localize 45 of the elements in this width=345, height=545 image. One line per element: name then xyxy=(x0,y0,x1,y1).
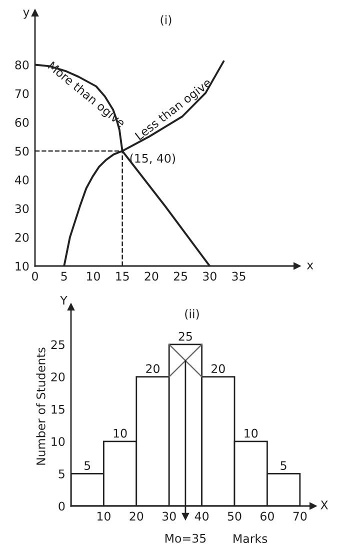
data-label: 10 xyxy=(114,428,127,438)
x-axis-title: x xyxy=(306,262,314,270)
y-tick-label: 80 xyxy=(15,60,29,70)
data-label: 25 xyxy=(178,332,192,341)
y-tick-label: 40 xyxy=(15,175,29,184)
y-axis-title: y xyxy=(23,10,30,19)
chart-title: (ii) xyxy=(185,309,199,320)
x-tick-label: 25 xyxy=(174,272,188,281)
data-label: 5 xyxy=(280,461,286,470)
x-tick-label: 40 xyxy=(194,512,209,521)
x-tick-label: 60 xyxy=(260,512,274,521)
y-tick-label: 50 xyxy=(15,146,29,156)
y-tick-label: 5 xyxy=(58,470,64,478)
x-tick-label: 15 xyxy=(116,272,129,281)
data-label: 20 xyxy=(146,364,160,374)
y-tick-label: 30 xyxy=(15,204,29,214)
x-tick-label: 0 xyxy=(32,272,38,281)
y-tick-label: 20 xyxy=(51,372,65,382)
x-tick-label: 20 xyxy=(130,512,144,521)
x-tick-label: 30 xyxy=(203,272,216,281)
chart-title: (i) xyxy=(160,15,172,26)
x-tick-label: 10 xyxy=(87,272,100,281)
x-tick-label: 30 xyxy=(162,512,176,521)
ref-line-label: Mo=35 xyxy=(165,534,206,543)
x-tick-label: 10 xyxy=(97,512,110,521)
x-axis-title: Marks xyxy=(234,534,268,543)
y-tick-label: 10 xyxy=(16,262,29,271)
y-tick-label: 10 xyxy=(52,437,65,446)
y-axis-title: Number of Students xyxy=(36,348,46,465)
annotation: (15, 40) xyxy=(130,154,176,164)
y-tick-label: 60 xyxy=(15,118,29,127)
y-tick-label: 25 xyxy=(51,340,64,350)
x-tick-label: 35 xyxy=(232,272,246,281)
data-label: 10 xyxy=(244,428,258,438)
text: Y xyxy=(60,296,68,305)
y-tick-label: 0 xyxy=(58,502,65,511)
x-tick-label: 50 xyxy=(228,512,242,521)
data-label: 5 xyxy=(84,461,90,470)
x-tick-label: 20 xyxy=(144,272,158,281)
y-tick-label: 15 xyxy=(52,404,64,414)
y-tick-label: 70 xyxy=(15,89,29,98)
data-label: 20 xyxy=(212,364,225,374)
x-tick-label: 70 xyxy=(293,512,307,521)
text: X xyxy=(320,500,328,510)
y-tick-label: 20 xyxy=(15,232,29,242)
